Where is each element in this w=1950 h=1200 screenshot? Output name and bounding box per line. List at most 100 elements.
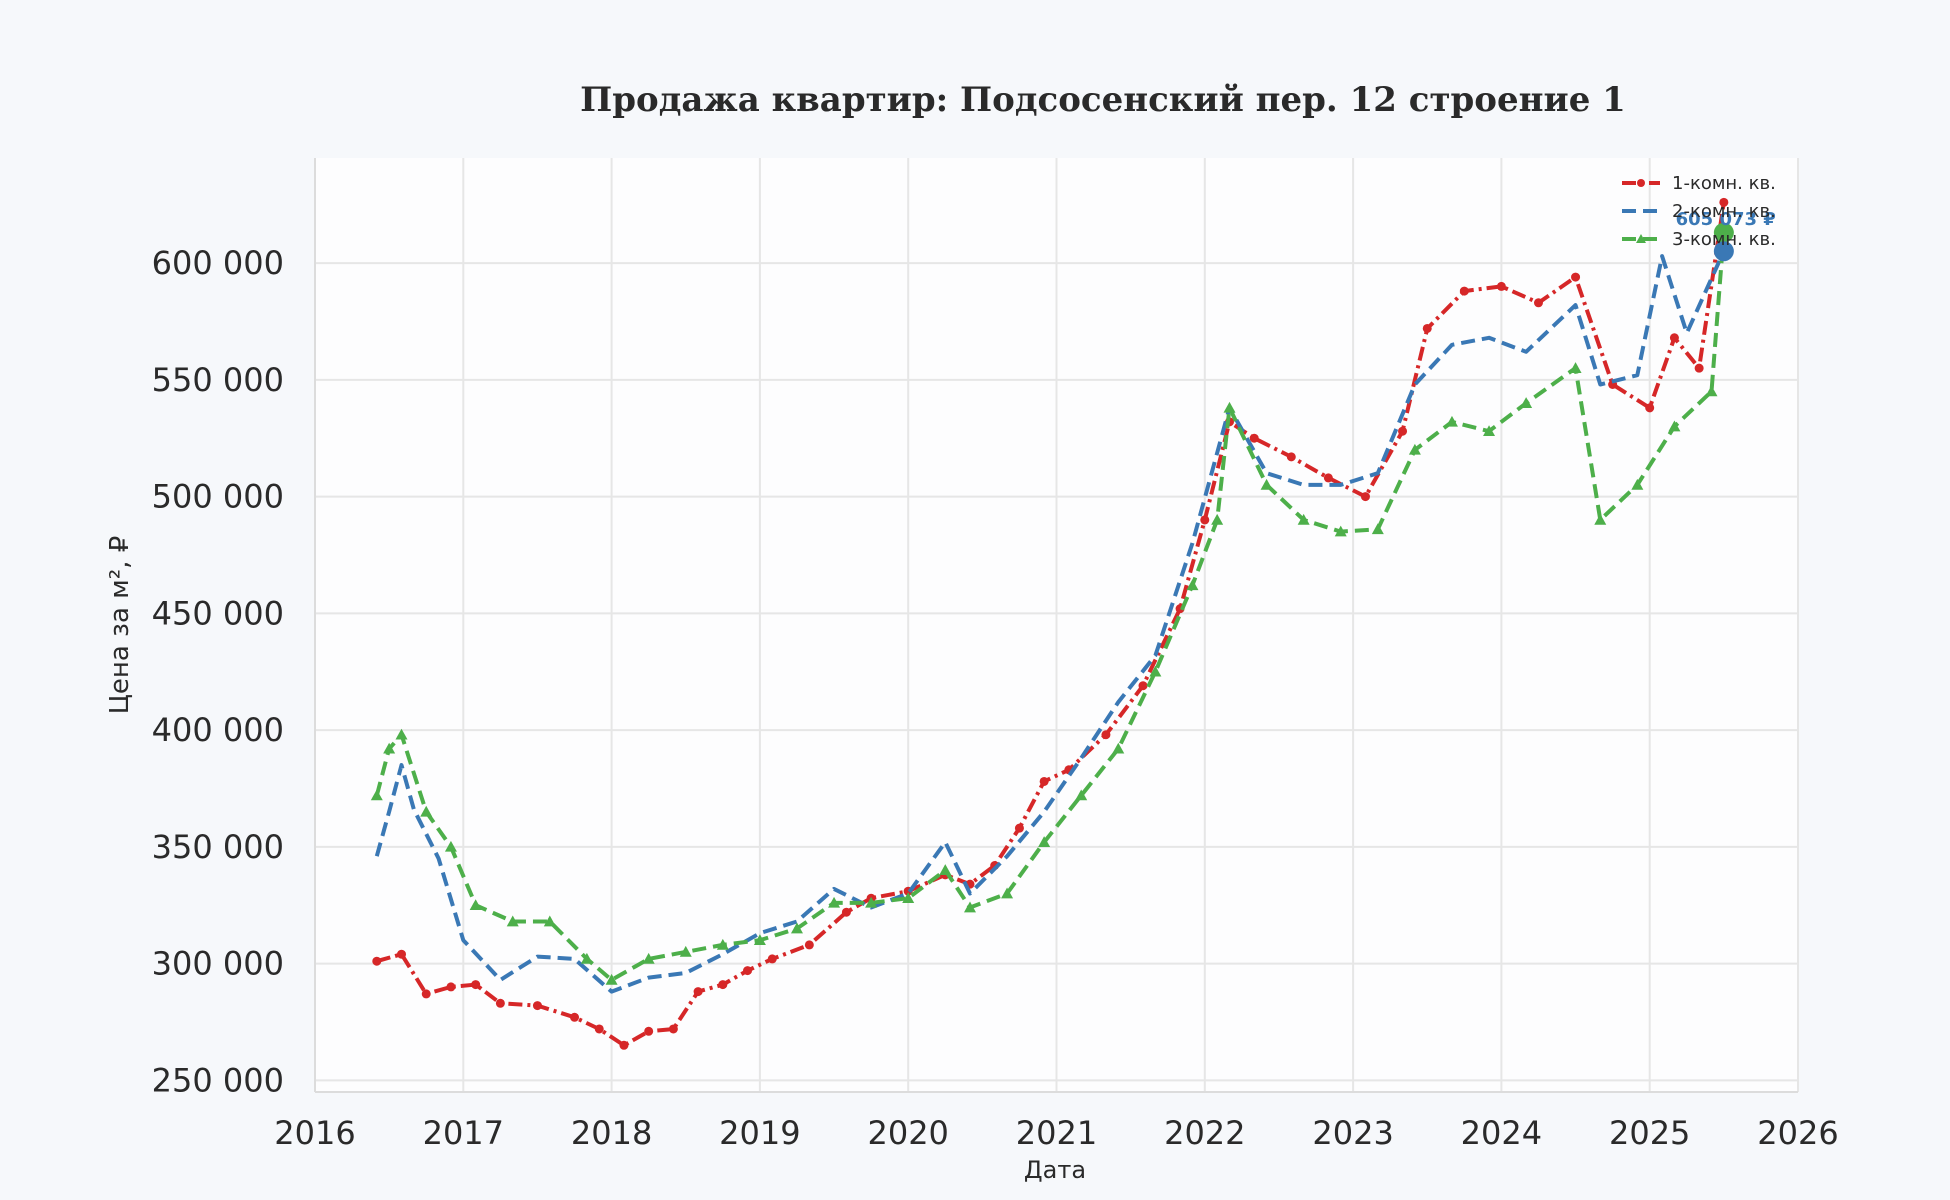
data-point <box>1038 836 1051 847</box>
x-tick-label: 2016 <box>274 1114 355 1152</box>
data-point <box>1223 401 1236 413</box>
data-point <box>1014 823 1024 833</box>
series-line <box>374 250 1726 994</box>
data-point <box>1101 730 1111 740</box>
legend-marker <box>1637 179 1645 187</box>
x-tick-label: 2022 <box>1164 1114 1245 1152</box>
data-point <box>1149 665 1162 677</box>
data-point <box>790 922 803 934</box>
data-point <box>1668 420 1681 432</box>
y-axis-label: Цена за м², ₽ <box>105 536 135 715</box>
x-tick-label: 2021 <box>1016 1114 1097 1152</box>
data-point <box>902 892 915 903</box>
data-point <box>1520 397 1533 408</box>
data-point <box>865 896 878 908</box>
data-point <box>642 952 655 964</box>
y-tick-label: 400 000 <box>152 711 284 749</box>
data-point <box>644 1026 654 1036</box>
y-tick-label: 350 000 <box>152 828 284 866</box>
data-point <box>395 728 408 740</box>
data-point <box>1260 478 1273 490</box>
series-2 <box>374 250 1726 994</box>
data-point <box>446 982 456 992</box>
legend-marker <box>1636 234 1646 243</box>
data-point <box>1323 473 1333 483</box>
data-point <box>716 938 729 950</box>
data-point <box>1445 415 1458 427</box>
data-point <box>1371 523 1384 535</box>
data-point <box>1631 478 1644 490</box>
data-point <box>939 864 952 875</box>
data-point <box>1571 272 1581 282</box>
data-point <box>1112 742 1125 754</box>
data-point <box>421 989 431 999</box>
data-point <box>1039 776 1049 786</box>
data-point <box>1594 513 1607 525</box>
data-point <box>841 907 851 917</box>
data-point <box>420 805 433 817</box>
y-tick-label: 450 000 <box>152 594 284 632</box>
data-point <box>397 949 407 959</box>
data-point <box>1669 333 1679 343</box>
data-point <box>668 1024 678 1034</box>
data-point <box>1483 425 1496 436</box>
x-tick-label: 2026 <box>1757 1114 1838 1152</box>
data-point <box>1496 281 1506 291</box>
x-tick-label: 2020 <box>867 1114 948 1152</box>
data-point <box>1422 323 1432 333</box>
data-point <box>506 915 519 927</box>
data-point <box>1533 298 1543 308</box>
series-3 <box>370 226 1730 985</box>
data-point <box>383 742 396 754</box>
x-tick-label: 2019 <box>719 1114 800 1152</box>
legend-label: 2-комн. кв. <box>1672 201 1776 222</box>
y-tick-label: 250 000 <box>152 1061 284 1099</box>
data-point <box>767 954 777 964</box>
series-line <box>374 232 1726 982</box>
data-point <box>679 945 692 957</box>
data-point <box>469 899 482 910</box>
data-point <box>1200 515 1210 525</box>
data-point <box>753 934 766 946</box>
data-point <box>605 973 618 985</box>
data-point <box>1360 492 1370 502</box>
data-point <box>1186 579 1199 591</box>
data-point <box>1286 452 1296 462</box>
data-point <box>804 940 814 950</box>
data-point <box>693 987 703 997</box>
data-point <box>532 1001 542 1011</box>
legend-label: 3-комн. кв. <box>1672 229 1776 250</box>
data-point <box>1297 513 1310 525</box>
data-point <box>1001 887 1014 899</box>
data-point <box>372 956 382 966</box>
data-point <box>619 1040 629 1050</box>
data-point <box>1398 426 1408 436</box>
data-point <box>963 901 976 913</box>
data-point <box>1334 525 1347 537</box>
data-point <box>1645 403 1655 413</box>
data-point <box>471 980 481 990</box>
x-axis-label: Дата <box>1024 1156 1086 1184</box>
data-point <box>743 966 753 976</box>
data-point <box>828 896 841 908</box>
data-point <box>495 998 505 1008</box>
end-marker <box>1713 241 1734 262</box>
x-tick-label: 2025 <box>1609 1114 1690 1152</box>
x-tick-label: 2023 <box>1312 1114 1393 1152</box>
data-point <box>370 789 383 801</box>
x-tick-label: 2017 <box>423 1114 504 1152</box>
data-point <box>580 952 593 964</box>
data-point <box>1459 286 1469 296</box>
data-point <box>1694 363 1704 373</box>
data-point <box>594 1024 604 1034</box>
data-point <box>1075 789 1088 801</box>
data-point <box>570 1012 580 1022</box>
chart-title: Продажа квартир: Подсосенский пер. 12 ст… <box>580 80 1626 120</box>
data-point <box>1408 443 1421 455</box>
legend: 1-комн. кв. 2-комн. кв. 3-комн. кв. <box>1622 173 1776 250</box>
data-point <box>543 915 556 927</box>
data-point <box>1705 385 1718 397</box>
data-point <box>1719 197 1729 207</box>
